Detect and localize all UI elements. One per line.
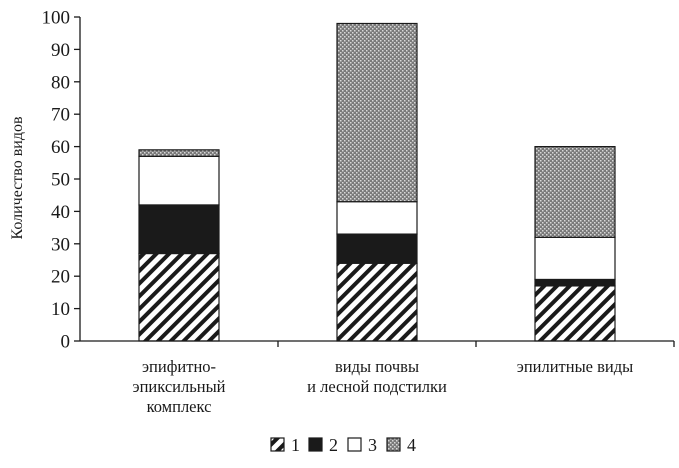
bar-segment-1-cat-2 (336, 262, 418, 342)
legend-swatch-2 (308, 437, 323, 452)
y-tick-label: 60 (51, 137, 70, 158)
bar-segment-4-cat-2 (336, 22, 418, 203)
y-axis-title: Количество видов (9, 116, 26, 240)
bar-segment-1-cat-1 (138, 252, 220, 342)
y-tick-label: 0 (61, 332, 71, 353)
y-tick-label: 40 (51, 202, 70, 223)
bar-segment-4-cat-3 (534, 146, 616, 238)
category-label: эпиксильный (132, 377, 225, 396)
legend-swatch-1 (270, 437, 285, 452)
y-tick-label: 30 (51, 234, 70, 255)
category-label: и лесной подстилки (307, 377, 447, 396)
category-label: эпифитно- (142, 357, 216, 376)
legend-swatch-3 (347, 437, 362, 452)
y-tick-label: 90 (51, 40, 70, 61)
bar-segment-3-cat-2 (336, 201, 418, 235)
legend-label-4: 4 (407, 435, 416, 455)
y-tick-label: 10 (51, 299, 70, 320)
bar-segment-2-cat-3 (534, 278, 616, 287)
legend-label-1: 1 (291, 435, 300, 455)
y-tick-label: 50 (51, 170, 70, 191)
y-tick-label: 20 (51, 267, 70, 288)
category-label: эпилитные виды (517, 357, 633, 376)
y-tick-label: 100 (42, 8, 71, 29)
bar-segment-2-cat-1 (138, 204, 220, 255)
bar-segment-4-cat-1 (138, 149, 220, 157)
category-label: комплекс (147, 397, 212, 416)
bars (138, 22, 616, 342)
bar-segment-2-cat-2 (336, 233, 418, 264)
category-label: виды почвы (335, 357, 419, 376)
y-axis: 0 10 20 30 40 50 60 70 80 90 100 (42, 8, 675, 353)
bar-segment-3-cat-3 (534, 236, 616, 281)
bar-segment-3-cat-1 (138, 155, 220, 206)
y-tick-label: 70 (51, 105, 70, 126)
legend-swatch-4 (386, 437, 401, 452)
legend-label-3: 3 (368, 435, 377, 455)
legend-label-2: 2 (329, 435, 338, 455)
bar-segment-1-cat-3 (534, 285, 616, 342)
legend: 1 2 3 4 (270, 435, 416, 455)
y-tick-label: 80 (51, 72, 70, 93)
